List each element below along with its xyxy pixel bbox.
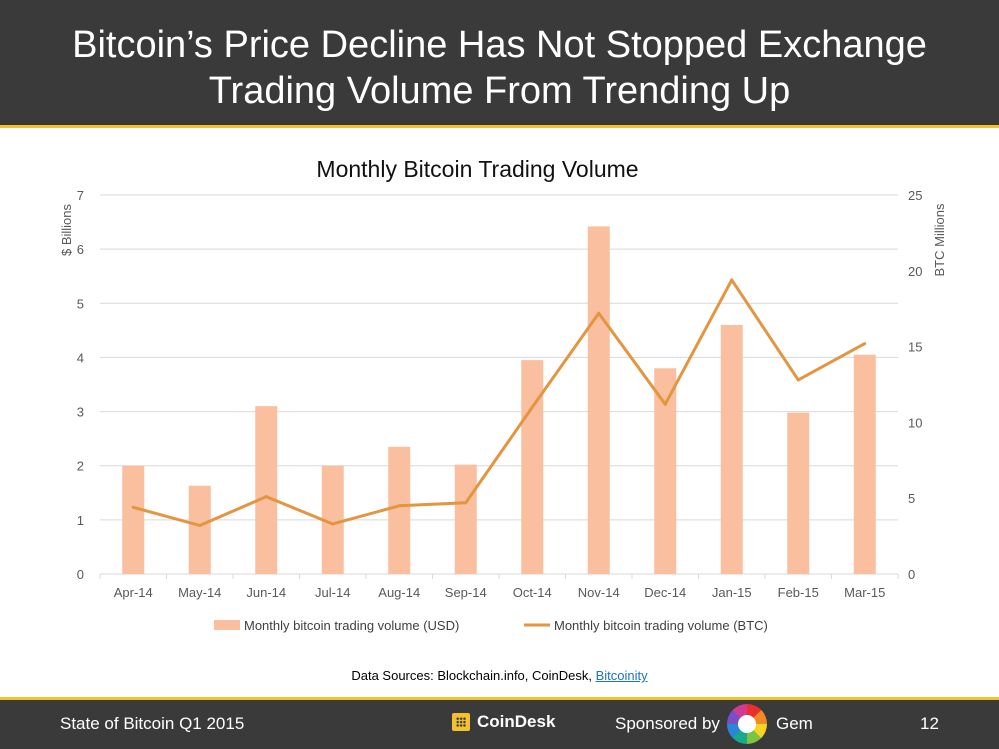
x-axis-ticks: Apr-14 May-14 Jun-14 Jul-14 Aug-14 Sep-14 Oct-…: [99, 574, 899, 600]
chart-title: Monthly Bitcoin Trading Volume: [316, 156, 639, 182]
y2-tick-label: 0: [908, 567, 915, 582]
slide-title: Bitcoin’s Price Decline Has Not Stopped …: [0, 22, 999, 114]
x-tick-label: Jul-14: [315, 585, 350, 600]
slide-title-line2: Trading Volume From Trending Up: [208, 70, 791, 112]
line-point-Mar-15: [863, 342, 867, 346]
y-tick-label: 2: [77, 459, 84, 474]
x-tick-label: Aug-14: [378, 585, 420, 600]
x-tick-label: Jun-14: [246, 585, 286, 600]
bar-series: [122, 226, 876, 574]
bar-Jun-14: [255, 406, 278, 574]
bar-Jan-15: [720, 324, 743, 574]
x-tick-label: Nov-14: [578, 585, 620, 600]
slide-content: [0, 128, 999, 697]
gem-name: Gem: [776, 714, 813, 733]
data-sources: Data Sources: Blockchain.info, CoinDesk,…: [0, 668, 999, 683]
x-tick-label: Sep-14: [445, 585, 487, 600]
coindesk-name: CoinDesk: [477, 712, 556, 731]
legend-bar-swatch: [214, 620, 240, 630]
page-number: 12: [920, 714, 939, 733]
btc-volume-line: [132, 278, 866, 527]
bar-Feb-15: [787, 412, 810, 574]
y2-tick-label: 15: [908, 340, 922, 355]
line-point-Jul-14: [331, 522, 335, 526]
gridlines: [100, 194, 898, 575]
legend-line-label: Monthly bitcoin trading volume (BTC): [554, 618, 768, 633]
line-point-Apr-14: [131, 505, 135, 509]
x-tick-label: Oct-14: [513, 585, 552, 600]
bitcoinity-link[interactable]: Bitcoinity: [595, 668, 648, 683]
line-point-Jun-14: [264, 495, 268, 499]
x-tick-label: May-14: [178, 585, 221, 600]
line-point-Aug-14: [397, 504, 401, 508]
bar-May-14: [188, 485, 211, 574]
gem-logo-icon: [727, 704, 767, 744]
y-tick-label: 6: [77, 242, 84, 257]
chart-legend: Monthly bitcoin trading volume (USD) Mon…: [214, 618, 768, 633]
x-tick-label: Feb-15: [778, 585, 819, 600]
bar-Oct-14: [521, 360, 544, 574]
line-series: [131, 278, 867, 527]
y-tick-label: 5: [77, 296, 84, 311]
y2-tick-label: 5: [908, 491, 915, 506]
bar-Mar-15: [853, 354, 876, 574]
data-sources-text: Data Sources: Blockchain.info, CoinDesk,: [351, 668, 596, 683]
y-tick-label: 3: [77, 405, 84, 420]
sponsor-text: Sponsored by: [615, 714, 720, 733]
chart-area: 0 1 2 3 4 5 6 7 0 5 10 15 20 25 Apr-14 May-14 Jun-14 Ju…: [59, 188, 947, 633]
footer-report-title: State of Bitcoin Q1 2015: [60, 714, 245, 733]
y-tick-label: 0: [77, 567, 84, 582]
line-point-Jan-15: [730, 278, 734, 282]
line-point-Feb-15: [796, 378, 800, 382]
y2-tick-label: 25: [908, 188, 922, 203]
bar-Aug-14: [388, 446, 411, 574]
coindesk-icon: [452, 713, 470, 731]
left-axis-ticks: 0 1 2 3 4 5 6 7: [77, 188, 84, 582]
slide-footer: State of Bitcoin Q1 2015 CoinDesk Sponso…: [0, 697, 999, 749]
y-tick-label: 7: [77, 188, 84, 203]
y2-tick-label: 20: [908, 264, 922, 279]
bar-Sep-14: [454, 464, 477, 574]
line-point-Sep-14: [464, 501, 468, 505]
y-tick-label: 1: [77, 513, 84, 528]
y-tick-label: 4: [77, 350, 84, 365]
y2-axis-label: BTC Millions: [932, 203, 947, 276]
bar-Nov-14: [587, 226, 610, 574]
right-axis-ticks: 0 5 10 15 20 25: [908, 188, 922, 582]
coindesk-logo: CoinDesk: [452, 712, 555, 732]
y-axis-label: $ Billions: [59, 203, 74, 256]
line-point-Nov-14: [597, 311, 601, 315]
bar-Dec-14: [654, 368, 677, 574]
slide-title-line1: Bitcoin’s Price Decline Has Not Stopped …: [72, 24, 927, 66]
y2-tick-label: 10: [908, 415, 922, 430]
x-tick-label: Apr-14: [114, 585, 153, 600]
x-tick-label: Mar-15: [844, 585, 885, 600]
bar-Apr-14: [122, 465, 145, 574]
slide-header: Bitcoin’s Price Decline Has Not Stopped …: [0, 0, 999, 128]
line-point-Oct-14: [530, 405, 534, 409]
line-point-May-14: [198, 523, 202, 527]
bar-Jul-14: [321, 465, 344, 574]
line-point-Dec-14: [663, 402, 667, 406]
legend-bar-label: Monthly bitcoin trading volume (USD): [244, 618, 459, 633]
x-tick-label: Jan-15: [712, 585, 752, 600]
x-tick-label: Dec-14: [644, 585, 686, 600]
